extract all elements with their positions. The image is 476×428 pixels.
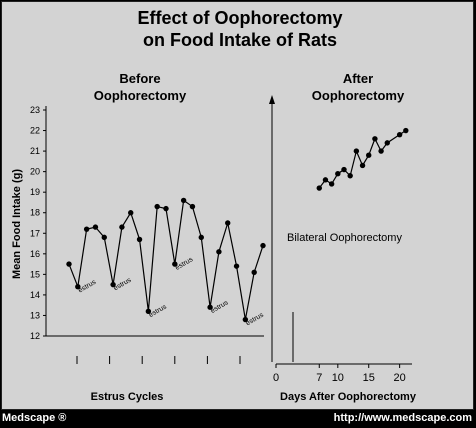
oophorectomy-divider bbox=[269, 95, 294, 362]
estrus-label: estrus bbox=[77, 279, 97, 295]
footer-url[interactable]: http://www.medscape.com bbox=[333, 412, 472, 424]
before-heading-line-1: Before bbox=[119, 71, 160, 86]
before-data-point bbox=[110, 281, 116, 288]
before-data-point bbox=[251, 269, 257, 276]
before-data-point bbox=[180, 197, 187, 204]
footer-bar: Medscape ® http://www.medscape.com bbox=[0, 410, 476, 428]
before-data-point bbox=[75, 283, 81, 290]
days-tick-label: 10 bbox=[332, 372, 344, 384]
after-data-point bbox=[322, 177, 329, 183]
before-data-point bbox=[216, 249, 222, 255]
bilateral-oophorectomy-label: Bilateral Oophorectomy bbox=[287, 232, 402, 244]
estrus-label: estrus bbox=[245, 311, 265, 327]
y-tick-label: 12 bbox=[30, 331, 40, 341]
after-data-point bbox=[335, 170, 341, 177]
y-tick-label: 16 bbox=[30, 249, 40, 259]
after-data-point bbox=[396, 131, 403, 138]
after-data-point bbox=[328, 181, 335, 187]
before-data-point bbox=[189, 203, 196, 210]
before-data-point bbox=[154, 203, 160, 210]
before-data-point bbox=[128, 210, 134, 216]
after-data-point bbox=[403, 127, 409, 134]
estrus-label: estrus bbox=[174, 256, 194, 272]
estrus-cycles-label: Estrus Cycles bbox=[91, 391, 164, 403]
food-intake-chart: Effect of Oophorectomy on Food Intake of… bbox=[11, 8, 417, 403]
after-data-point bbox=[372, 136, 378, 142]
after-data-point bbox=[384, 140, 390, 146]
days-after-oophorectomy-label: Days After Oophorectomy bbox=[280, 391, 417, 403]
before-series-line bbox=[68, 199, 264, 320]
after-heading-line-2: Oophorectomy bbox=[312, 88, 405, 103]
after-data-point bbox=[359, 162, 366, 169]
before-data-point bbox=[83, 226, 90, 232]
before-data-point bbox=[172, 261, 178, 267]
before-data-point bbox=[225, 220, 231, 226]
before-data-point bbox=[66, 261, 72, 267]
before-data-point bbox=[242, 316, 249, 323]
before-data-point bbox=[233, 263, 240, 269]
before-data-point bbox=[198, 234, 204, 241]
y-tick-label: 22 bbox=[30, 126, 40, 136]
chart-title-line-1: Effect of Oophorectomy bbox=[137, 8, 342, 28]
days-tick-label: 7 bbox=[316, 372, 322, 384]
after-heading-line-1: After bbox=[343, 71, 373, 86]
after-data-point bbox=[366, 152, 372, 158]
after-data-point bbox=[341, 166, 347, 173]
y-tick-label: 14 bbox=[30, 290, 40, 300]
y-tick-label: 23 bbox=[30, 105, 40, 115]
days-tick-label: 15 bbox=[363, 372, 375, 384]
before-data-point bbox=[260, 242, 266, 249]
y-axis: 12 13 14 15 16 17 18 19 20 21 22 23 bbox=[30, 105, 264, 341]
estrus-label: estrus bbox=[113, 277, 133, 293]
before-data-point bbox=[207, 304, 213, 310]
before-data-point bbox=[145, 308, 152, 315]
footer-brand: Medscape ® bbox=[2, 412, 67, 424]
chart-title-line-2: on Food Intake of Rats bbox=[143, 30, 337, 50]
divider-arrowhead bbox=[269, 95, 275, 104]
after-data-point bbox=[347, 173, 353, 179]
y-axis-label: Mean Food Intake (g) bbox=[11, 169, 23, 279]
after-data-point bbox=[316, 185, 322, 191]
estrus-label: estrus bbox=[210, 299, 230, 315]
before-data-point bbox=[92, 224, 99, 230]
y-tick-label: 20 bbox=[30, 167, 40, 177]
y-tick-label: 18 bbox=[30, 208, 40, 218]
after-series-line bbox=[318, 130, 407, 189]
after-data-point bbox=[353, 148, 360, 154]
days-tick-label: 0 bbox=[273, 372, 279, 384]
y-tick-label: 17 bbox=[30, 228, 40, 238]
before-data-point bbox=[119, 224, 125, 230]
before-data-point bbox=[163, 205, 169, 212]
y-tick-label: 13 bbox=[30, 310, 40, 320]
after-data-point bbox=[378, 148, 384, 154]
y-tick-label: 15 bbox=[30, 269, 40, 279]
days-tick-label: 20 bbox=[394, 372, 406, 384]
before-heading-line-2: Oophorectomy bbox=[94, 88, 187, 103]
before-data-point bbox=[136, 236, 143, 243]
y-tick-label: 19 bbox=[30, 187, 40, 197]
y-tick-label: 21 bbox=[30, 146, 40, 156]
estrus-label: estrus bbox=[148, 303, 168, 319]
after-plot: 0 7 10 15 20 bbox=[273, 127, 412, 384]
before-plot: estrus estrus estrus estrus estrus estrus bbox=[66, 197, 266, 364]
chart-panel: Effect of Oophorectomy on Food Intake of… bbox=[1, 1, 474, 410]
before-data-point bbox=[101, 234, 107, 241]
